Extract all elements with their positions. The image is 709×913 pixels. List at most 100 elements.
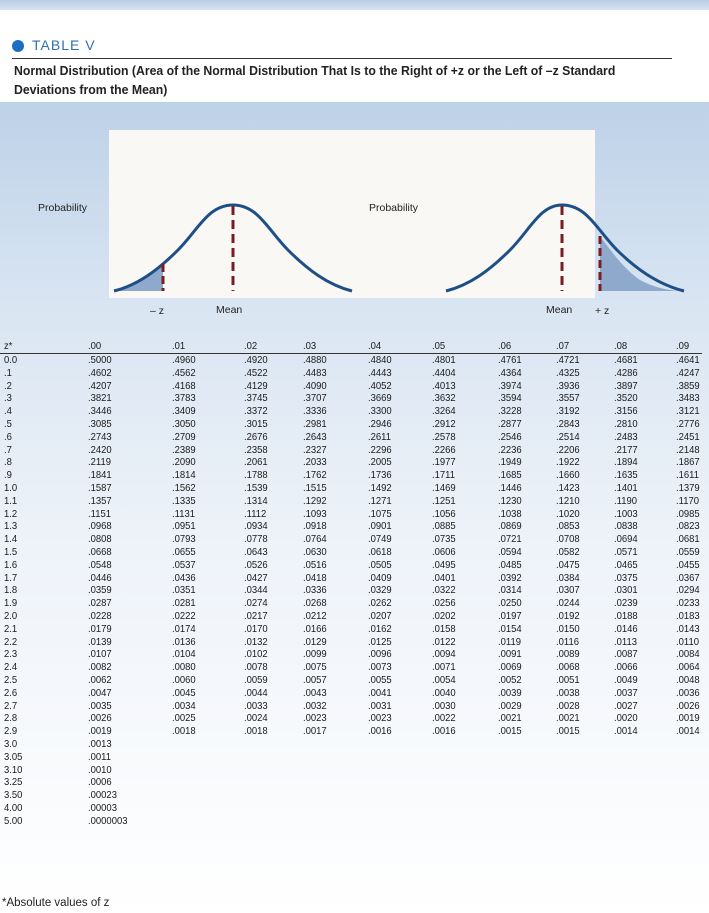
probability-cell: .0505 — [368, 559, 392, 571]
probability-cell: .4207 — [88, 380, 112, 392]
probability-cell: .0039 — [498, 687, 522, 699]
probability-cell: .0016 — [432, 726, 456, 738]
probability-cell: .2451 — [676, 431, 700, 443]
probability-cell: .0043 — [303, 687, 327, 699]
probability-cell: .0212 — [303, 611, 327, 622]
probability-cell: .0301 — [614, 585, 638, 597]
column-header: z* — [4, 341, 13, 352]
table-label: TABLE V — [32, 37, 96, 53]
probability-cell: .0034 — [172, 700, 196, 712]
probability-cell: .0217 — [244, 611, 268, 622]
probability-cell: .2358 — [244, 444, 268, 456]
probability-cell: .0071 — [432, 662, 456, 674]
probability-cell: .0901 — [368, 521, 392, 533]
probability-cell: .1814 — [172, 470, 196, 482]
probability-cell: .0094 — [432, 649, 456, 661]
probability-cell: .0045 — [172, 687, 196, 699]
probability-cell: .0084 — [676, 649, 700, 661]
probability-cell: .4090 — [303, 380, 327, 392]
probability-cell: .0256 — [432, 598, 456, 610]
probability-cell: .0057 — [303, 675, 327, 686]
probability-cell: .0465 — [614, 559, 638, 571]
probability-cell: .0033 — [244, 700, 268, 712]
probability-cell: .4404 — [432, 367, 456, 379]
right-plus-z-label: + z — [595, 305, 610, 317]
probability-cell: .0125 — [368, 636, 392, 648]
probability-cell: .3783 — [172, 393, 196, 405]
probability-cell: .0099 — [303, 649, 327, 661]
probability-cell: .1335 — [172, 495, 196, 507]
z-value-cell: 5.00 — [4, 815, 23, 827]
probability-cell: .0122 — [432, 636, 456, 648]
probability-cell: .4840 — [368, 355, 392, 366]
z-value-cell: 1.8 — [4, 585, 18, 597]
probability-cell: .0102 — [244, 649, 268, 661]
z-value-cell: .9 — [4, 470, 12, 482]
probability-cell: .0314 — [498, 585, 522, 597]
probability-cell: .0069 — [498, 662, 522, 674]
probability-cell: .0080 — [172, 662, 196, 674]
probability-cell: .0104 — [172, 649, 196, 661]
probability-cell: .1611 — [676, 470, 700, 482]
probability-cell: .0022 — [432, 713, 456, 725]
probability-cell: .0409 — [368, 572, 392, 584]
probability-cell: .0643 — [244, 547, 268, 558]
probability-cell: .0694 — [614, 534, 638, 546]
probability-cell: .2981 — [303, 419, 327, 430]
probability-cell: .0192 — [556, 611, 580, 622]
probability-cell: .0823 — [676, 521, 700, 533]
probability-cell: .3121 — [676, 406, 700, 418]
probability-cell: .4443 — [368, 367, 392, 379]
probability-cell: .0392 — [498, 572, 522, 584]
right-probability-label: Probability — [369, 202, 419, 214]
probability-cell: .1867 — [676, 457, 700, 469]
probability-cell: .0035 — [88, 700, 112, 712]
probability-cell: .4247 — [676, 367, 700, 379]
probability-cell: .4960 — [172, 355, 196, 366]
probability-cell: .3707 — [303, 393, 327, 405]
probability-cell: .4013 — [432, 380, 456, 392]
probability-cell: .0030 — [432, 700, 456, 712]
probability-cell: .1020 — [556, 508, 580, 520]
probability-cell: .1170 — [676, 495, 700, 507]
probability-cell: .1711 — [432, 470, 456, 482]
probability-cell: .0032 — [303, 700, 327, 712]
probability-cell: .4880 — [303, 355, 327, 366]
probability-cell: .0174 — [172, 623, 196, 635]
probability-cell: .0202 — [432, 611, 456, 622]
probability-cell: .0150 — [556, 623, 580, 635]
probability-cell: .0091 — [498, 649, 522, 661]
probability-cell: .0244 — [556, 598, 580, 610]
probability-cell: .0096 — [368, 649, 392, 661]
probability-cell: .1401 — [614, 483, 638, 494]
z-value-cell: 1.1 — [4, 495, 18, 507]
probability-cell: .2033 — [303, 457, 327, 469]
left-curve-path — [113, 203, 353, 293]
footnote: *Absolute values of z — [2, 897, 110, 909]
probability-cell: .1292 — [303, 495, 327, 507]
probability-cell: .0853 — [556, 521, 580, 533]
probability-cell: .2389 — [172, 444, 196, 456]
probability-cell: .00003 — [88, 803, 117, 814]
probability-cell: .1210 — [556, 495, 580, 507]
probability-cell: .4522 — [244, 367, 268, 379]
probability-cell: .0630 — [303, 547, 327, 558]
probability-cell: .2676 — [244, 431, 268, 443]
probability-cell: .2327 — [303, 444, 327, 456]
z-value-cell: 3.05 — [4, 751, 23, 763]
left-shaded-tail — [114, 264, 163, 291]
title-block: TABLE V Normal Distribution (Area of the… — [0, 10, 709, 102]
probability-cell: .3015 — [244, 419, 268, 430]
right-shaded-tail — [600, 236, 684, 291]
column-header: .06 — [498, 341, 512, 352]
probability-cell: .0951 — [172, 521, 196, 533]
probability-cell: .0026 — [676, 700, 700, 712]
z-value-cell: 2.2 — [4, 636, 18, 648]
probability-cell: .1314 — [244, 495, 268, 507]
column-header: .01 — [172, 341, 186, 352]
probability-cell: .1038 — [498, 508, 522, 520]
probability-cell: .0401 — [432, 572, 456, 584]
probability-cell: .3446 — [88, 406, 112, 418]
probability-cell: .2643 — [303, 431, 327, 443]
probability-cell: .0436 — [172, 572, 196, 584]
